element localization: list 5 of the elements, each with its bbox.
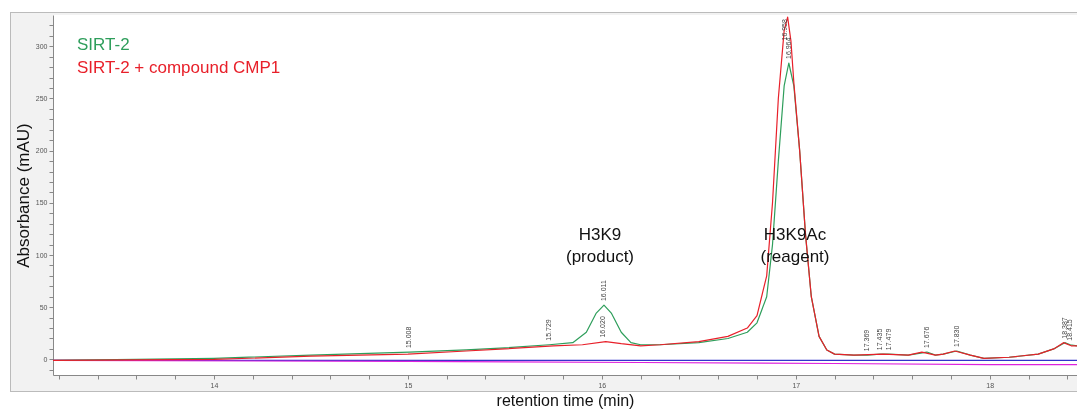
text: SIRT-2 bbox=[77, 35, 130, 54]
annotation: H3K9 (product) bbox=[565, 225, 635, 266]
x-axis-title: retention time (min) bbox=[496, 391, 635, 409]
y-axis-title: Absorbance (mAU) bbox=[13, 123, 33, 268]
text: SIRT-2 + compound CMP1 bbox=[77, 58, 281, 77]
